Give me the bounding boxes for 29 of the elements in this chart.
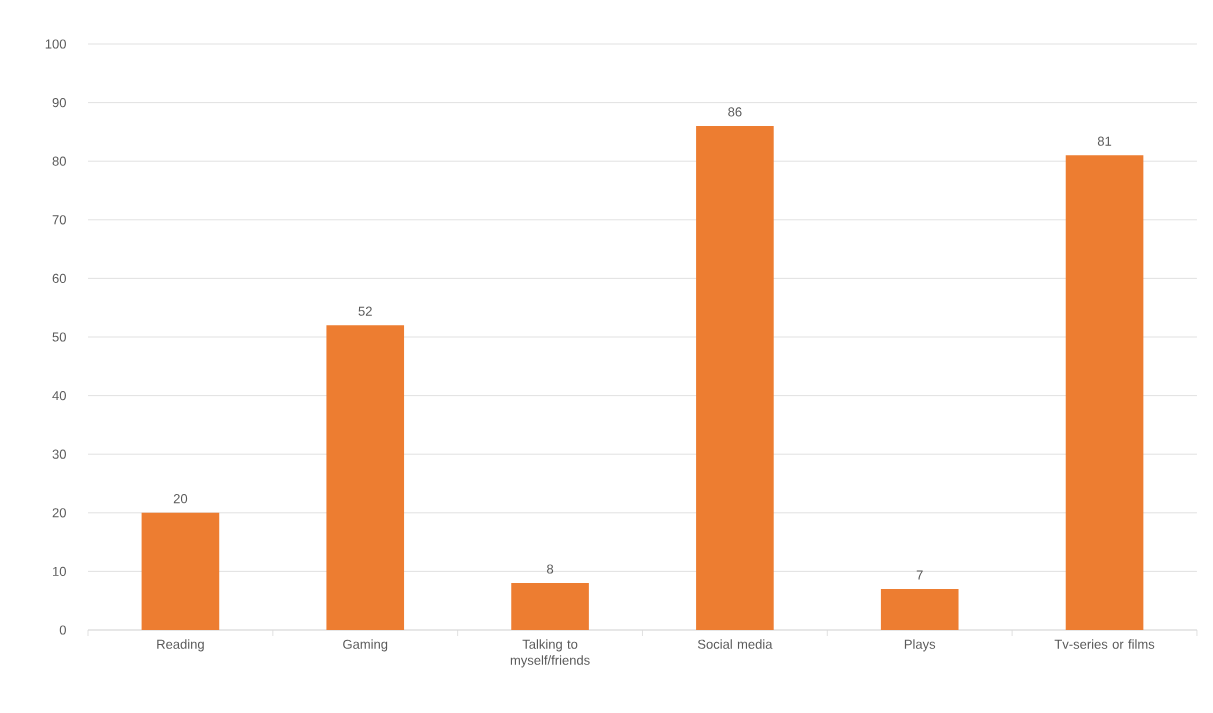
x-tick-label: Talking to myself/friends (510, 639, 590, 668)
y-tick-label: 40 (52, 390, 66, 401)
y-tick-label: 0 (59, 625, 66, 635)
y-tick-label: 20 (52, 508, 66, 518)
bar (696, 126, 774, 630)
bar (880, 588, 959, 630)
y-tick-label: 10 (53, 566, 66, 576)
y-tick-label: 100 (45, 39, 66, 49)
data-label: 81 (1097, 136, 1112, 146)
x-tick-label: Gaming (343, 639, 388, 652)
y-tick-label: 60 (52, 273, 66, 283)
bar (1065, 155, 1144, 630)
x-tick-label: Tv-series or films (1054, 639, 1155, 649)
y-tick-label: 70 (52, 215, 66, 225)
data-label: 8 (547, 564, 554, 574)
y-tick-label: 80 (52, 156, 66, 166)
bar (511, 583, 589, 630)
x-tick-label: Reading (157, 639, 204, 652)
data-label: 7 (916, 570, 923, 580)
x-tick-label: Plays (904, 639, 936, 652)
data-label: 52 (358, 306, 372, 316)
bar (141, 512, 220, 630)
bar (326, 325, 405, 630)
y-tick-label: 30 (52, 449, 66, 459)
y-tick-label: 50 (52, 332, 66, 342)
data-label: 20 (173, 494, 188, 504)
y-tick-label: 90 (52, 97, 66, 108)
data-label: 86 (728, 107, 742, 117)
x-tick-label: Social media (697, 639, 773, 649)
